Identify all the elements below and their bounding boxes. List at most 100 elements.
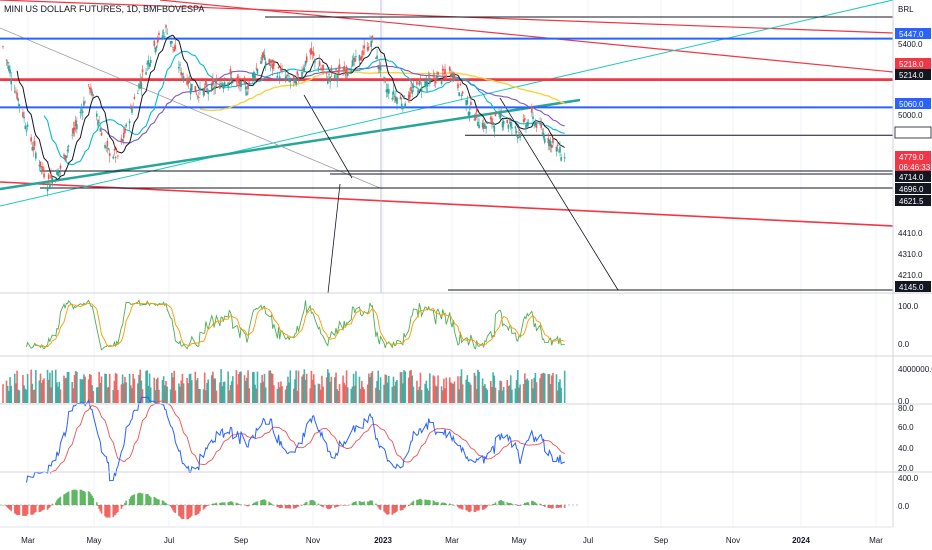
volume-bar — [56, 382, 58, 403]
macd-bar — [132, 495, 134, 505]
volume-bar — [506, 380, 509, 403]
candle-body — [550, 145, 553, 148]
volume-bar — [235, 370, 238, 403]
candle-body — [100, 132, 103, 136]
candle-body — [540, 124, 543, 129]
rsi-ma-line — [49, 400, 565, 474]
macd-bar — [402, 505, 404, 510]
time-axis[interactable]: Mar May Jul Sep Nov 2023 Mar May Jul Sep… — [0, 526, 893, 545]
volume-bar — [222, 382, 225, 403]
volume-bar — [400, 372, 403, 403]
volume-bar — [212, 371, 214, 403]
volume-bar — [419, 372, 422, 403]
volume-bar — [76, 371, 78, 403]
candle-body — [345, 66, 348, 73]
volume-bar — [131, 388, 133, 403]
volume-bar — [128, 373, 131, 403]
candle-body — [182, 76, 185, 82]
horizontal-levels[interactable] — [0, 16, 893, 291]
candle-body — [26, 124, 29, 127]
macd-bar — [319, 505, 322, 506]
volume-bar — [396, 379, 398, 403]
candle-body — [319, 68, 322, 70]
macd-bar — [221, 502, 224, 505]
candle-body — [158, 32, 160, 36]
candle-body — [18, 104, 21, 107]
volume-bar — [133, 378, 136, 403]
moving-averages — [16, 34, 565, 180]
macd-bar — [296, 505, 299, 507]
macd-bar — [444, 502, 446, 505]
candle-body — [314, 59, 316, 63]
macd-bar — [369, 500, 371, 505]
volume-bar — [106, 387, 109, 403]
macd-bar — [429, 500, 431, 505]
macd-bar — [532, 500, 534, 505]
macd-bar — [153, 496, 156, 505]
volume-bar — [560, 387, 562, 403]
price-label-5400: 5400.0 — [898, 40, 923, 49]
macd-bar — [58, 497, 61, 505]
macd-bar — [309, 500, 312, 505]
candle-body — [63, 154, 65, 157]
volume-bar — [425, 380, 428, 403]
volume-bar — [84, 376, 86, 403]
candle-body — [524, 118, 526, 120]
price-tags[interactable]: 5447.0 5218.0 5214.0 5060.0 4902.5 4779.006:4… — [894, 28, 932, 292]
macd-bar — [371, 500, 374, 505]
candle-body — [164, 36, 166, 38]
macd-bar — [122, 504, 125, 506]
candle-body — [391, 97, 394, 100]
volume-bar — [403, 370, 405, 403]
volume-bar — [115, 373, 118, 403]
candle-body — [525, 124, 527, 130]
candle-body — [409, 92, 411, 98]
candle-body — [425, 81, 428, 86]
macd-bar — [412, 500, 415, 505]
macd-bar — [164, 502, 166, 505]
macd-bar — [563, 505, 566, 508]
volume-bar — [352, 373, 355, 403]
candle-body — [132, 106, 134, 108]
candle-body — [107, 148, 110, 150]
macd-bar — [125, 500, 127, 505]
macd-bar — [90, 493, 92, 505]
candle-body — [97, 119, 99, 126]
volume-bar — [280, 381, 282, 403]
price-tag-box — [895, 151, 931, 162]
volume-bar — [359, 389, 362, 403]
candle-body — [346, 72, 349, 77]
volume-bar — [434, 385, 437, 403]
macd-bar — [558, 505, 560, 508]
candle-body — [477, 121, 479, 126]
currency-label: BRL — [898, 5, 914, 14]
candle-body — [522, 119, 525, 122]
volume-bar — [74, 370, 77, 403]
candle-body — [140, 82, 143, 89]
candle-body — [393, 96, 396, 98]
macd-bar — [236, 503, 239, 505]
candle-body — [457, 83, 459, 89]
macd-bar — [114, 505, 117, 515]
candle-body — [128, 121, 131, 123]
candle-body — [16, 92, 18, 99]
candle-body — [375, 57, 377, 59]
macd-bar — [166, 504, 168, 505]
candle-body — [560, 157, 562, 161]
candle-body — [440, 80, 443, 84]
candle-body — [445, 75, 448, 78]
volume-bar — [268, 370, 270, 403]
macd-bar — [73, 489, 76, 505]
macd-bar — [559, 505, 561, 508]
trend-black-a — [303, 94, 353, 179]
candle-body — [500, 114, 503, 116]
candle-body — [270, 60, 273, 63]
macd-bar — [352, 501, 355, 505]
macd-bar — [474, 505, 477, 513]
volume-bar — [370, 372, 372, 403]
macd-bar — [385, 505, 388, 515]
macd-bar — [6, 505, 9, 508]
volume-bar — [470, 384, 472, 403]
candle-body — [235, 79, 238, 82]
